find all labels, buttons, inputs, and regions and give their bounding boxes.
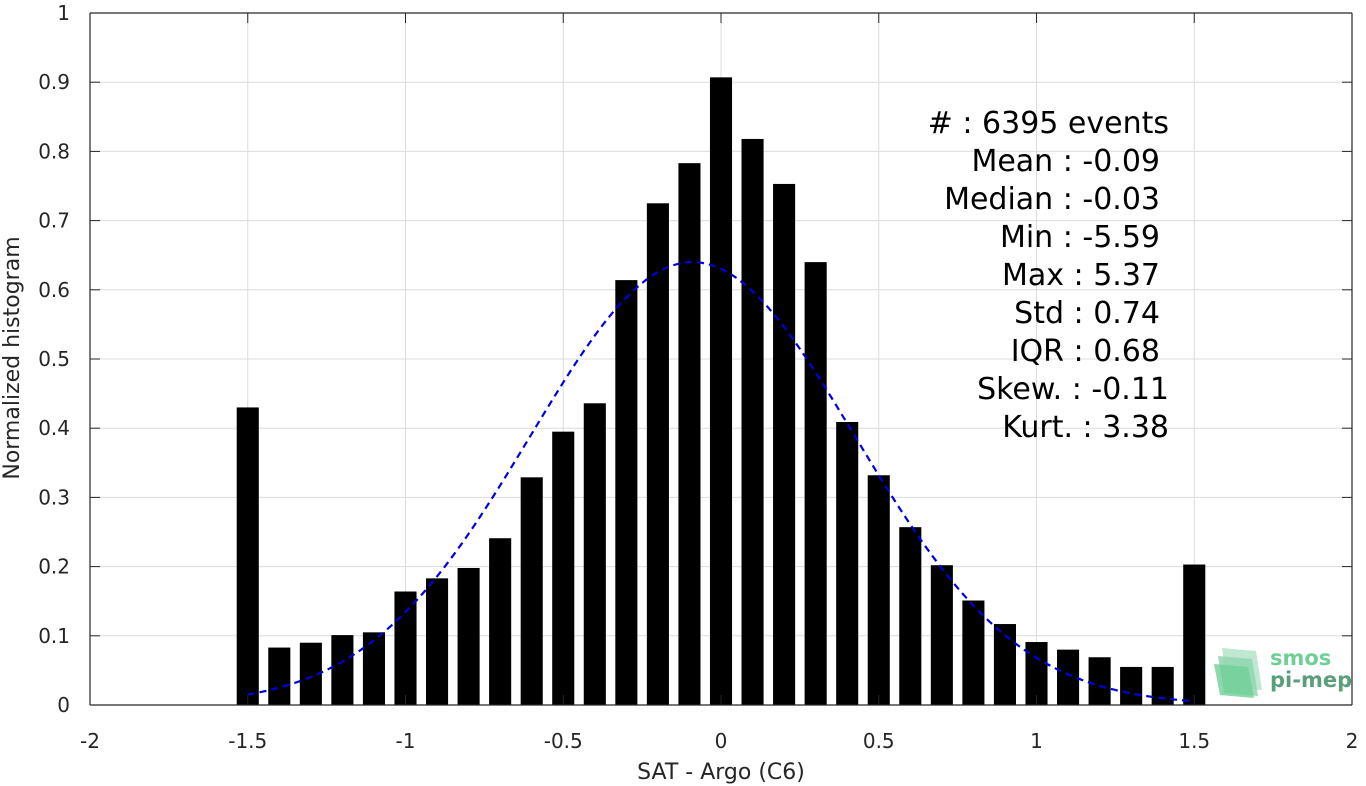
histogram-bar [709,77,733,705]
histogram-bar [394,591,417,705]
x-tick-label: 0.5 [863,729,895,753]
gaussian-fit-curve [247,261,1195,703]
histogram-bar [520,477,543,705]
y-tick-labels: 0 0.1 0.2 0.3 0.4 0.5 0.6 0.7 0.8 0.9 1 [38,1,70,717]
histogram-bar [362,632,385,705]
histogram-bar [331,635,354,705]
histogram-bar [299,642,322,705]
stat-mean: Mean : -0.09 [971,144,1160,179]
histogram-bar [552,431,575,705]
histogram-bar [583,403,606,705]
axes [89,12,1353,706]
histogram-bar [678,163,701,705]
x-tick-label: 0 [715,729,728,753]
x-tick-label: 1 [1030,729,1043,753]
histogram-bar [489,538,512,705]
histogram-bar [615,280,638,705]
histogram-bar [899,527,922,705]
y-tick-label: 0.1 [38,624,70,648]
histogram-bar [1057,649,1080,705]
histogram-bar [1183,564,1206,705]
statistics-box: # : 6395 events Mean : -0.09 Median : -0… [928,106,1169,445]
bars [236,77,1206,706]
stat-iqr: IQR : 0.68 [1011,334,1160,369]
y-tick-label: 0.4 [38,416,70,440]
y-tick-label: 1 [57,1,70,25]
y-tick-label: 0.6 [38,278,70,302]
histogram-bar [646,203,669,706]
histogram-bar [993,624,1016,705]
x-axis-label: SAT - Argo (C6) [637,760,805,785]
y-tick-label: 0.3 [38,485,70,509]
histogram-bar [962,600,985,705]
y-tick-label: 0 [57,693,70,717]
histogram-bar [804,262,827,705]
histogram-bar [930,565,953,705]
y-tick-label: 0.9 [38,70,70,94]
x-tick-label: -0.5 [544,729,583,753]
x-tick-label: 2 [1346,729,1359,753]
histogram-bar [268,647,291,705]
histogram-bar [457,567,480,705]
histogram-bar [1151,666,1174,705]
y-tick-label: 0.7 [38,209,70,233]
logo-text-smos: smos [1270,646,1331,670]
x-tick-labels: -2 -1.5 -1 -0.5 0 0.5 1 1.5 2 [80,729,1358,753]
histogram-bar [867,475,890,705]
x-tick-label: 1.5 [1178,729,1210,753]
smos-pimep-logo: smos pi-mep [1214,646,1352,698]
histogram-bar [773,183,796,705]
stat-skew: Skew. : -0.11 [977,372,1169,407]
stat-median: Median : -0.03 [944,182,1160,217]
x-tick-label: -1 [396,729,416,753]
histogram-bar [1088,657,1111,705]
y-tick-label: 0.2 [38,555,70,579]
histogram-bar [1025,642,1048,705]
logo-text-pimep: pi-mep [1270,668,1352,692]
y-axis-label: Normalized histogram [0,236,25,479]
stat-min: Min : -5.59 [1000,220,1160,255]
stat-kurt: Kurt. : 3.38 [1002,410,1169,445]
stat-events: # : 6395 events [928,106,1169,141]
x-tick-label: -1.5 [228,729,267,753]
histogram-bar [836,421,859,705]
histogram-bar [426,578,449,705]
stat-std: Std : 0.74 [1014,296,1160,331]
histogram-bar [236,407,259,705]
x-tick-label: -2 [80,729,100,753]
histogram-bar [1120,666,1143,705]
y-tick-label: 0.8 [38,139,70,163]
histogram-bar [741,138,764,706]
y-tick-label: 0.5 [38,347,70,371]
stat-max: Max : 5.37 [1002,258,1160,293]
logo-graphic-icon [1214,648,1262,698]
